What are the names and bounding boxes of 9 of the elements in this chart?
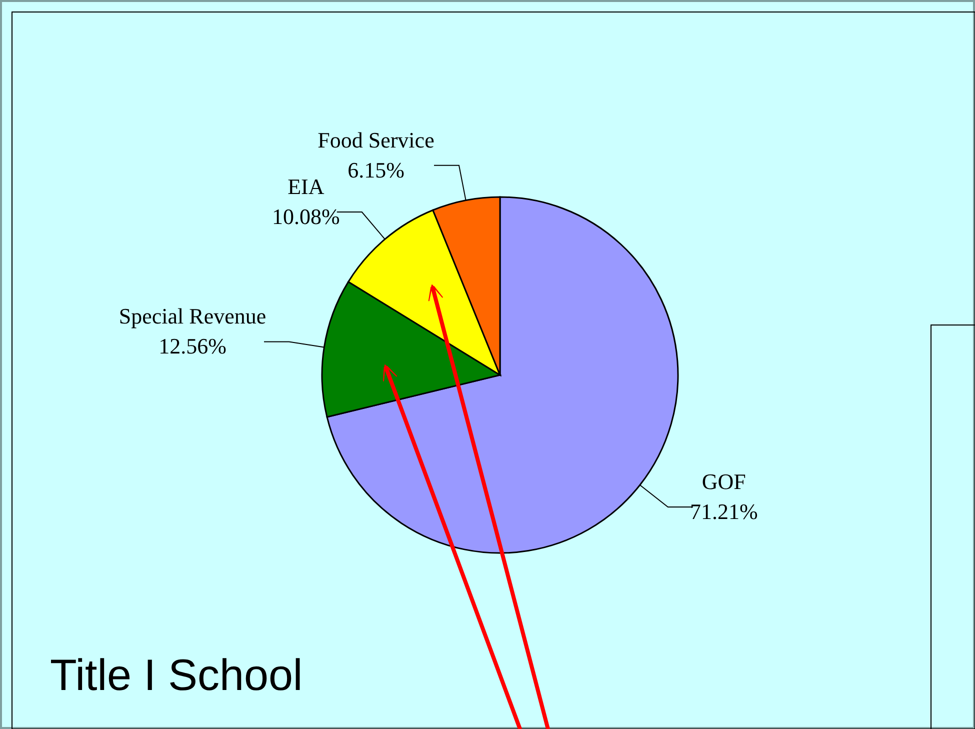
slice-label: GOF xyxy=(702,469,746,494)
data-label: 12.56% xyxy=(158,334,226,359)
text: Title I School xyxy=(50,651,303,700)
data-label: 10.08% xyxy=(272,204,340,230)
data-label: 71.21% xyxy=(690,499,758,524)
slice-label: Food Service xyxy=(318,127,434,152)
data-label: 6.15% xyxy=(348,157,404,182)
slice-label: EIA xyxy=(288,174,324,200)
slice-label: Special Revenue xyxy=(118,304,266,329)
